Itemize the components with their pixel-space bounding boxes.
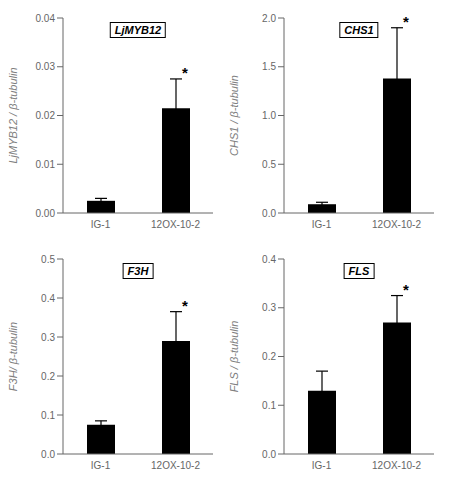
svg-text:IG-1: IG-1: [91, 219, 111, 230]
svg-text:0.00: 0.00: [36, 208, 56, 219]
svg-text:12OX-10-2: 12OX-10-2: [151, 460, 200, 471]
html-text:F3H: F3H: [127, 265, 149, 277]
svg-text:12OX-10-2: 12OX-10-2: [372, 219, 421, 230]
svg-text:0.03: 0.03: [36, 61, 56, 72]
svg-text:0.3: 0.3: [41, 332, 55, 343]
svg-text:0.2: 0.2: [262, 351, 276, 362]
svg-text:0.4: 0.4: [41, 293, 55, 304]
svg-text:2.0: 2.0: [262, 13, 276, 24]
svg-text:CHS1 / β-tubulin: CHS1 / β-tubulin: [229, 75, 240, 156]
svg-text:*: *: [403, 281, 409, 298]
svg-text:0.04: 0.04: [36, 13, 56, 24]
svg-text:*: *: [182, 297, 188, 314]
svg-text:0.5: 0.5: [262, 159, 276, 170]
svg-text:FLS / β-tubulin: FLS / β-tubulin: [229, 321, 240, 393]
svg-text:0.0: 0.0: [41, 449, 55, 460]
svg-text:12OX-10-2: 12OX-10-2: [151, 219, 200, 230]
svg-text:IG-1: IG-1: [312, 219, 332, 230]
svg-text:*: *: [182, 64, 188, 81]
svg-text:0.1: 0.1: [262, 400, 276, 411]
html-text:LjMYB12: LjMYB12: [114, 24, 162, 36]
svg-text:0.3: 0.3: [262, 302, 276, 313]
svg-text:1.0: 1.0: [262, 110, 276, 121]
svg-text:0.0: 0.0: [262, 208, 276, 219]
svg-text:0.2: 0.2: [41, 371, 55, 382]
svg-text:*: *: [403, 13, 409, 30]
svg-text:IG-1: IG-1: [91, 460, 111, 471]
svg-text:0.4: 0.4: [262, 254, 276, 265]
svg-text:0.02: 0.02: [36, 110, 56, 121]
svg-text:0.0: 0.0: [262, 449, 276, 460]
svg-text:0.5: 0.5: [41, 254, 55, 265]
html-text:FLS: FLS: [348, 265, 370, 277]
svg-text:1.5: 1.5: [262, 61, 276, 72]
svg-text:LjMYB12 / β-tubulin: LjMYB12 / β-tubulin: [8, 67, 19, 163]
svg-text:0.01: 0.01: [36, 159, 56, 170]
svg-text:F3H/ β-tubulin: F3H/ β-tubulin: [8, 322, 19, 391]
svg-text:0.1: 0.1: [41, 410, 55, 421]
svg-text:12OX-10-2: 12OX-10-2: [372, 460, 421, 471]
html-text:CHS1: CHS1: [344, 24, 374, 36]
svg-text:IG-1: IG-1: [312, 460, 332, 471]
